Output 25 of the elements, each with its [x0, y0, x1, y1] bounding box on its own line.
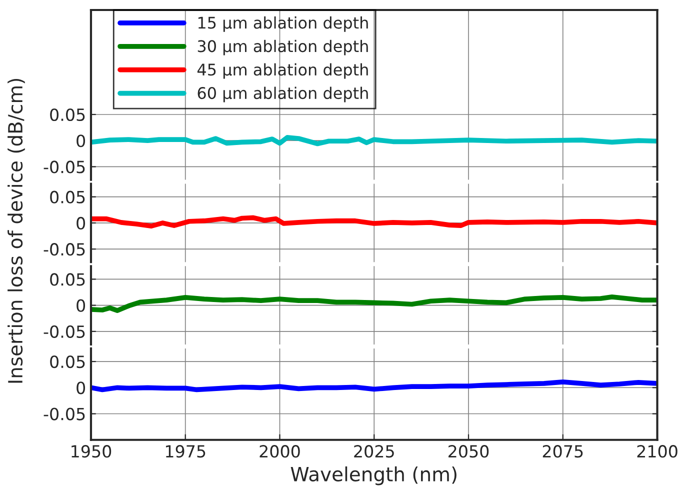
- x-tick-label: 2000: [260, 445, 300, 458]
- y-axis-title: Insertion loss of device (dB/cm): [8, 78, 25, 383]
- y-tick-label: 0.05: [50, 273, 85, 286]
- y-tick-label: 0: [76, 216, 86, 230]
- x-axis-title: Wavelength (nm): [290, 466, 456, 486]
- y-tick-label: -0.05: [44, 408, 85, 420]
- y-tick-label: 0.05: [50, 108, 85, 122]
- x-tick-label: 2050: [448, 445, 489, 458]
- y-tick-label: -0.05: [44, 325, 85, 338]
- y-tick-label: 0: [76, 134, 86, 148]
- line-series: [90, 215, 658, 229]
- y-tick-label: 0: [76, 299, 86, 312]
- x-tick-label: 1950: [72, 445, 112, 458]
- y-tick-label: -0.05: [44, 243, 85, 256]
- line-series: [90, 135, 658, 146]
- y-tick-label: 0.05: [50, 190, 85, 204]
- y-tick-label: 0.05: [50, 355, 85, 368]
- line-series: [90, 379, 658, 392]
- x-tick-label: 2025: [354, 445, 394, 458]
- x-tick-label: 2075: [542, 445, 583, 458]
- y-tick-label: -0.05: [44, 160, 85, 174]
- y-tick-label: 0: [76, 382, 86, 394]
- x-tick-label: 2100: [637, 445, 678, 458]
- line-series: [90, 294, 658, 313]
- x-tick-label: 1975: [166, 445, 206, 458]
